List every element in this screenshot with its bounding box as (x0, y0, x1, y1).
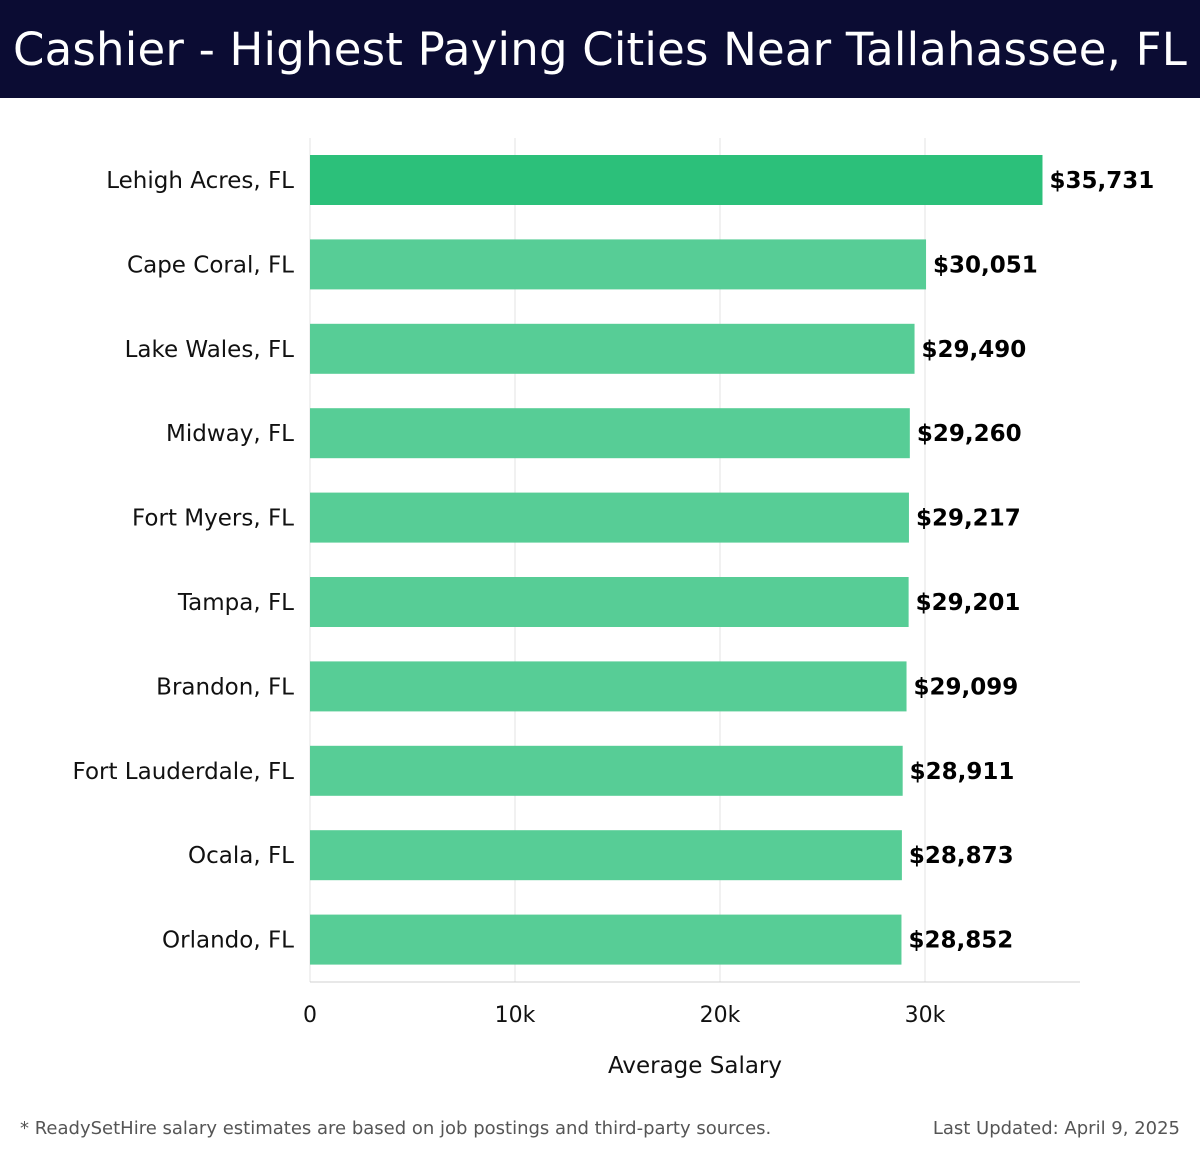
bar (310, 577, 909, 627)
bar (310, 408, 910, 459)
category-label: Cape Coral, FL (127, 252, 294, 278)
bar (310, 492, 909, 543)
bar (310, 239, 927, 290)
data-label: $29,217 (916, 506, 1021, 532)
data-label: $29,490 (922, 337, 1027, 363)
x-tick-label: 20k (700, 1003, 741, 1028)
x-axis: 0 10k 20k 30k (303, 981, 1080, 1028)
category-label: Ocala, FL (188, 843, 294, 869)
category-label: Lehigh Acres, FL (106, 168, 294, 194)
footer-note: * ReadySetHire salary estimates are base… (20, 1118, 772, 1139)
category-label: Midway, FL (166, 421, 294, 447)
x-tick-label: 0 (303, 1003, 317, 1028)
data-label: $30,051 (933, 252, 1038, 278)
data-label: $28,873 (909, 843, 1014, 869)
data-label: $29,260 (917, 421, 1022, 447)
category-label: Brandon, FL (156, 674, 294, 700)
data-label: $29,201 (916, 590, 1021, 616)
bar (310, 745, 903, 796)
x-tick-label: 30k (905, 1003, 946, 1028)
bar-chart: Lehigh Acres, FL Cape Coral, FL Lake Wales… (73, 138, 1154, 1079)
category-labels: Lehigh Acres, FL Cape Coral, FL Lake Wales… (73, 168, 295, 954)
x-axis-title: Average Salary (608, 1053, 782, 1079)
value-labels: $35,731 $30,051 $29,490 $29,260 $29,217 $29,2… (908, 168, 1154, 954)
chart-header: Cashier - Highest Paying Cities Near Tal… (0, 0, 1200, 98)
category-label: Tampa, FL (177, 590, 294, 616)
bar (310, 661, 907, 712)
bar (310, 155, 1043, 205)
x-tick-label: 10k (495, 1003, 536, 1028)
bar (310, 830, 902, 881)
category-label: Fort Myers, FL (132, 506, 294, 532)
data-label: $35,731 (1049, 168, 1154, 194)
category-label: Fort Lauderdale, FL (73, 759, 295, 785)
category-label: Orlando, FL (162, 928, 294, 954)
data-label: $28,852 (908, 928, 1013, 954)
category-label: Lake Wales, FL (125, 337, 295, 363)
bar (310, 323, 915, 374)
bar (310, 914, 902, 965)
page-title: Cashier - Highest Paying Cities Near Tal… (13, 22, 1187, 76)
data-label: $29,099 (914, 674, 1019, 700)
bars (310, 155, 1043, 965)
data-label: $28,911 (910, 759, 1015, 785)
last-updated: Last Updated: April 9, 2025 (932, 1118, 1180, 1139)
